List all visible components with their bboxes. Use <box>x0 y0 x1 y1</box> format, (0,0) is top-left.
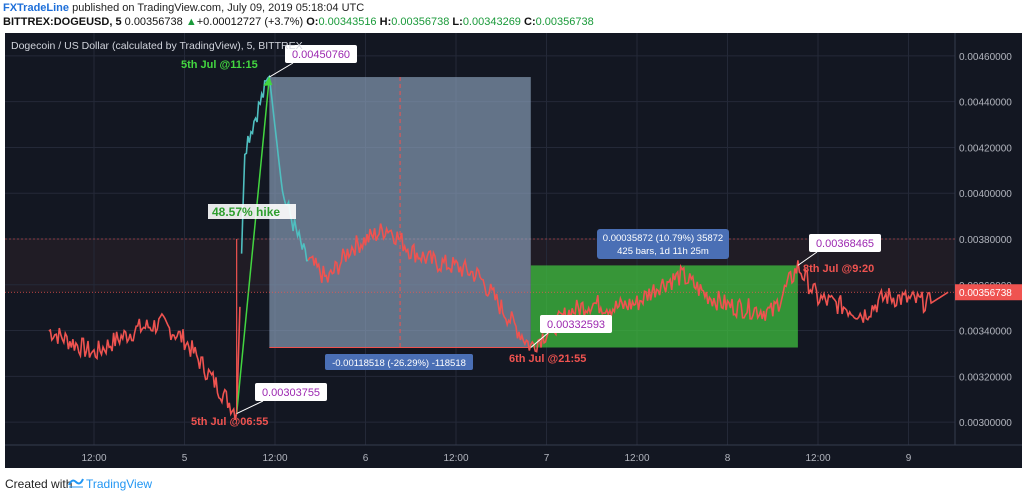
rise-measure-sublabel: 425 bars, 1d 11h 25m <box>617 246 709 257</box>
x-tick-label: 12:00 <box>81 453 106 464</box>
high-callout-time: 5th Jul @11:15 <box>181 59 258 71</box>
price-line-down <box>307 223 949 353</box>
x-tick-label: 8 <box>725 453 731 464</box>
tradingview-logo-icon[interactable] <box>68 476 84 488</box>
y-tick-label: 0.00320000 <box>959 372 1012 383</box>
footer: Created with TradingView <box>0 468 1024 497</box>
close-value: 0.00356738 <box>535 16 594 28</box>
published-text: published on TradingView.com, July 09, 2… <box>69 2 365 14</box>
x-tick-label: 5 <box>182 453 188 464</box>
last-price-tag <box>955 284 1022 301</box>
low-value: 0.00343269 <box>462 16 521 28</box>
author-link[interactable]: FXTradeLine <box>3 2 70 14</box>
low-callout-value: 0.00303755 <box>262 387 320 399</box>
bottom-callout-box <box>540 315 612 333</box>
high-callout-pointer <box>269 62 294 78</box>
rise-measure-label-box <box>597 229 729 259</box>
y-tick-label: 0.00380000 <box>959 235 1012 246</box>
hike-arrow-line <box>235 76 271 414</box>
rise-measure-box <box>530 265 798 348</box>
low-callout-time: 5th Jul @06:55 <box>191 416 268 428</box>
close-label: C: <box>524 16 536 28</box>
change-arrow-icon: ▲ <box>185 16 197 28</box>
drop-measure-label-box <box>325 354 473 370</box>
publication-header: FXTradeLine published on TradingView.com… <box>0 0 1024 32</box>
last-price: 0.00356738 <box>124 16 183 28</box>
rise-callout-box <box>809 234 881 252</box>
rise-callout-pointer <box>797 251 818 266</box>
high-callout-box <box>285 45 357 63</box>
rise-callout-time: 8th Jul @9:20 <box>803 263 874 275</box>
rise-measure-label: 0.00035872 (10.79%) 35872 <box>603 233 723 244</box>
hike-arrow-head-icon <box>263 77 273 87</box>
rise-callout-value: 0.00368465 <box>816 238 874 250</box>
bottom-callout-pointer <box>530 332 549 348</box>
y-tick-label: 0.00300000 <box>959 418 1012 429</box>
publication-line: FXTradeLine published on TradingView.com… <box>3 2 364 14</box>
chart-area[interactable]: 0.00460000 0.00440000 0.00420000 0.00400000… <box>5 33 1022 468</box>
hike-label: 48.57% hike <box>212 205 280 219</box>
x-tick-label: 9 <box>906 453 912 464</box>
y-tick-label: 0.00440000 <box>959 98 1012 109</box>
x-tick-label: 12:00 <box>624 453 649 464</box>
high-label: H: <box>379 16 392 28</box>
x-tick-label: 7 <box>544 453 550 464</box>
drop-measure-label: -0.00118518 (-26.29%) -118518 <box>332 358 466 369</box>
low-callout-box <box>255 383 327 401</box>
x-tick-label: 6 <box>363 453 369 464</box>
last-price-tag-label: 0.00356738 <box>959 288 1012 299</box>
open-label: O: <box>306 16 319 28</box>
price-line-down <box>48 306 241 421</box>
price-chart[interactable]: 0.00460000 0.00440000 0.00420000 0.00400000… <box>5 33 1022 468</box>
created-with-text: Created with <box>5 477 73 491</box>
open-value: 0.00343516 <box>318 16 377 28</box>
tradingview-link[interactable]: TradingView <box>86 477 153 491</box>
y-tick-label: 0.00340000 <box>959 327 1012 338</box>
low-label: L: <box>452 16 463 28</box>
symbol-name: BITTREX:DOGEUSD, 5 <box>3 16 122 28</box>
x-tick-label: 12:00 <box>262 453 287 464</box>
price-line-up <box>240 74 309 262</box>
x-tick-label: 12:00 <box>443 453 468 464</box>
y-tick-label: 0.00420000 <box>959 143 1012 154</box>
y-tick-label: 0.00400000 <box>959 189 1012 200</box>
bottom-callout-time: 6th Jul @21:55 <box>509 353 586 365</box>
high-callout-value: 0.00450760 <box>292 49 350 61</box>
low-callout-pointer <box>236 400 264 414</box>
hike-label-box <box>208 204 296 219</box>
y-tick-label: 0.00460000 <box>959 52 1012 63</box>
bottom-callout-value: 0.00332593 <box>547 319 605 331</box>
symbol-line: BITTREX:DOGEUSD, 5 0.00356738 ▲+0.000127… <box>3 16 594 28</box>
high-value: 0.00356738 <box>391 16 450 28</box>
price-change: +0.00012727 (+3.7%) <box>196 16 304 28</box>
chart-title: Dogecoin / US Dollar (calculated by Trad… <box>11 40 303 52</box>
x-tick-label: 12:00 <box>805 453 830 464</box>
